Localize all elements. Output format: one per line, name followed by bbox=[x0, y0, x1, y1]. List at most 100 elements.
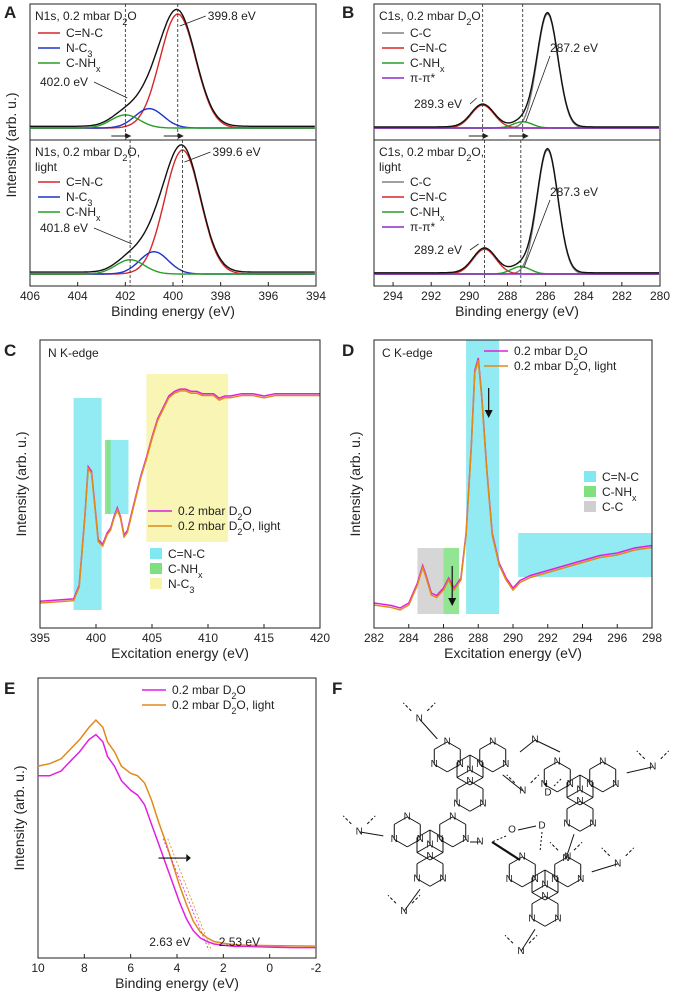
region-legend-entry: C=N-C bbox=[168, 547, 205, 561]
region-legend-swatch bbox=[584, 471, 596, 482]
legend-entry: C=N-C bbox=[410, 190, 447, 204]
bond bbox=[429, 878, 444, 887]
panel-label-D: D bbox=[342, 341, 354, 360]
region-legend-entry: C-NHx bbox=[168, 562, 203, 580]
bond bbox=[534, 739, 561, 753]
atom-label: N bbox=[576, 785, 583, 796]
chart-title-C: N K-edge bbox=[48, 346, 99, 360]
bond bbox=[544, 918, 559, 927]
bond bbox=[411, 894, 421, 904]
vb-series-magenta bbox=[38, 733, 316, 949]
legend-entry: C=N-C bbox=[66, 175, 103, 189]
bond bbox=[626, 766, 653, 774]
x-axis-D-tick-label: 292 bbox=[538, 631, 558, 645]
bond bbox=[418, 718, 438, 740]
atom-label: D bbox=[538, 821, 545, 832]
atom-label: N bbox=[589, 818, 596, 829]
x-axis-D-tick-label: 296 bbox=[607, 631, 627, 645]
bond bbox=[579, 789, 594, 798]
bond bbox=[567, 878, 581, 888]
region-legend-swatch bbox=[150, 563, 162, 574]
shift-arrow-head bbox=[482, 133, 489, 139]
atom-label: N bbox=[431, 759, 438, 770]
subpanel-title-B: C1s, 0.2 mbar D2O bbox=[379, 9, 481, 27]
x-axis-A-tick-label: 402 bbox=[115, 289, 135, 303]
bond bbox=[579, 823, 594, 832]
atom-label: N bbox=[439, 873, 446, 884]
atom-label: N bbox=[426, 851, 433, 862]
spectrum-D-light bbox=[373, 359, 653, 611]
bond bbox=[426, 702, 436, 712]
legend-entry: 0.2 mbar D2O, light bbox=[178, 519, 281, 537]
bond bbox=[402, 702, 412, 712]
atom-label: N bbox=[541, 880, 548, 891]
bond bbox=[416, 852, 431, 861]
atom-label: N bbox=[576, 796, 583, 807]
bond bbox=[522, 878, 536, 888]
x-axis-D-tick-label: 294 bbox=[572, 631, 592, 645]
atom-label: O bbox=[508, 825, 516, 836]
atom-label: N bbox=[519, 786, 526, 797]
annotation-leader bbox=[184, 151, 211, 163]
x-axis-E-tick-label: -2 bbox=[311, 961, 322, 975]
bond bbox=[509, 878, 523, 888]
bond bbox=[528, 934, 538, 944]
x-axis-A-tick-label: 396 bbox=[258, 289, 278, 303]
shift-arrow-head bbox=[177, 133, 184, 139]
radical-dot bbox=[544, 782, 548, 786]
atom-label: N bbox=[554, 757, 561, 768]
bond bbox=[531, 895, 546, 905]
legend-entry: π-π* bbox=[410, 220, 436, 234]
bond bbox=[456, 769, 471, 778]
x-axis-A-tick-label: 406 bbox=[20, 289, 40, 303]
atom-label: N bbox=[417, 834, 424, 845]
bond bbox=[602, 783, 616, 793]
legend-entry: 0.2 mbar D2O, light bbox=[514, 359, 617, 377]
panel-label-A: A bbox=[4, 3, 16, 22]
bond bbox=[416, 844, 431, 853]
peak-annotation: 402.0 eV bbox=[40, 75, 88, 89]
bond bbox=[566, 774, 581, 783]
bond bbox=[544, 869, 559, 878]
envelope-A-1 bbox=[30, 144, 315, 273]
atom-label: N bbox=[400, 906, 407, 917]
bond bbox=[456, 754, 471, 763]
legend-entry: 0.2 mbar D2O bbox=[172, 683, 246, 701]
bond bbox=[479, 763, 493, 773]
bond bbox=[566, 823, 581, 832]
atom-label: N bbox=[476, 759, 483, 770]
shift-arrow-head bbox=[186, 854, 191, 863]
subpanel-title-line2-A: light bbox=[35, 160, 58, 174]
peak-annotation: 289.2 eV bbox=[414, 243, 462, 257]
peak-annotation: 287.3 eV bbox=[550, 185, 598, 199]
bond bbox=[492, 741, 506, 750]
atom-label: N bbox=[612, 779, 619, 790]
envelope-B-0 bbox=[374, 11, 659, 128]
atom-label: N bbox=[436, 834, 443, 845]
atom-label: N bbox=[554, 913, 561, 924]
peak-annotation: 287.2 eV bbox=[550, 41, 598, 55]
x-axis-D-tick-label: 286 bbox=[433, 631, 453, 645]
legend-entry: C-NHx bbox=[410, 56, 445, 74]
bond bbox=[342, 815, 352, 825]
component-A-C-NHx bbox=[30, 258, 315, 275]
bond bbox=[566, 800, 581, 810]
bond bbox=[579, 800, 594, 810]
bond bbox=[429, 852, 444, 861]
bond bbox=[387, 894, 397, 904]
bond bbox=[456, 777, 471, 786]
plot-frame-B bbox=[373, 3, 661, 287]
legend-entry: C=N-C bbox=[66, 26, 103, 40]
bond bbox=[544, 783, 558, 793]
bond bbox=[469, 754, 484, 763]
atom-label: N bbox=[551, 874, 558, 885]
bond bbox=[544, 892, 559, 901]
highlight-region-D bbox=[518, 533, 652, 577]
x-axis-C-tick-label: 400 bbox=[86, 631, 106, 645]
intensity-arrow-head bbox=[448, 598, 457, 606]
bond bbox=[589, 783, 603, 793]
bond bbox=[452, 816, 466, 825]
bond bbox=[394, 816, 408, 825]
chart-title-D: C K-edge bbox=[382, 346, 433, 360]
bond bbox=[407, 816, 421, 825]
